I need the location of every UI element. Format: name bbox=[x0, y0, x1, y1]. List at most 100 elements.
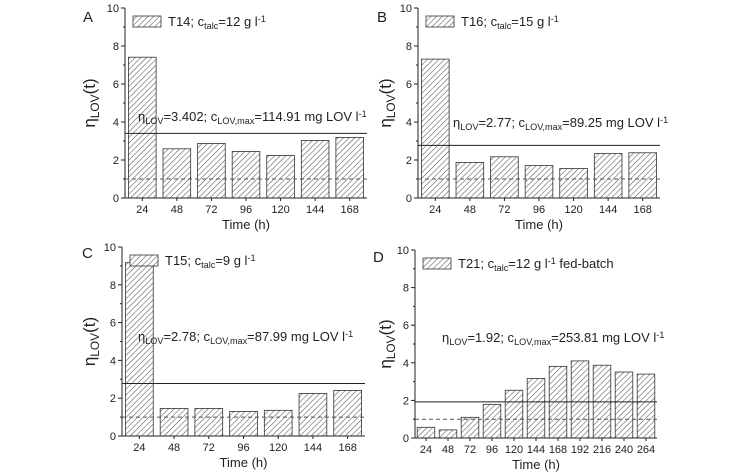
annotation-part: LOV,max bbox=[210, 336, 248, 346]
bar bbox=[194, 408, 224, 437]
annotation-part: -1 bbox=[660, 115, 668, 125]
annotation: ηLOV=2.78; cLOV,max=87.99 mg LOV l-1 bbox=[138, 329, 353, 346]
x-axis-label: Time (h) bbox=[222, 217, 270, 232]
x-tick-label: 168 bbox=[341, 204, 359, 216]
x-tick-label: 240 bbox=[615, 444, 633, 456]
bar bbox=[614, 371, 634, 439]
y-axis-label-part: (t) bbox=[376, 78, 395, 94]
x-tick-label: 96 bbox=[237, 442, 249, 454]
bar bbox=[421, 58, 450, 199]
x-tick-label: 144 bbox=[306, 204, 324, 216]
annotation-part: LOV bbox=[145, 116, 164, 126]
annotation-part: η bbox=[442, 330, 449, 345]
legend-swatch bbox=[129, 254, 159, 267]
legend-label-part: talc bbox=[204, 21, 219, 31]
y-tick-label: 2 bbox=[403, 395, 409, 407]
x-tick-label: 96 bbox=[533, 204, 545, 216]
annotation-part: =3.402; c bbox=[163, 109, 217, 124]
y-tick-label: 0 bbox=[406, 193, 412, 205]
annotation-part: =1.92; c bbox=[467, 330, 514, 345]
bar bbox=[524, 165, 554, 199]
legend-label-part: T16; c bbox=[461, 14, 498, 29]
annotation-part: =253.81 mg LOV l bbox=[551, 330, 656, 345]
y-tick-label: 10 bbox=[107, 3, 119, 15]
legend-label-part: fed-batch bbox=[556, 256, 614, 271]
legend-swatch bbox=[422, 257, 452, 270]
x-tick-label: 192 bbox=[571, 444, 589, 456]
bar bbox=[263, 409, 293, 437]
x-tick-label: 216 bbox=[593, 444, 611, 456]
annotation: ηLOV=1.92; cLOV,max=253.81 mg LOV l-1 bbox=[442, 330, 664, 347]
x-tick-label: 24 bbox=[133, 442, 145, 454]
x-tick-label: 264 bbox=[637, 444, 655, 456]
bar bbox=[300, 140, 330, 199]
legend-label-part: =12 g l bbox=[508, 256, 548, 271]
legend-label: T21; ctalc=12 g l-1 fed-batch bbox=[458, 256, 614, 273]
panel-letter: B bbox=[377, 9, 387, 26]
x-tick-label: 24 bbox=[420, 444, 432, 456]
annotation-part: LOV bbox=[460, 122, 479, 132]
annotation-part: LOV,max bbox=[217, 116, 255, 126]
bar bbox=[482, 403, 502, 439]
legend-label-part: T21; c bbox=[458, 256, 495, 271]
y-axis-label: ηLOV(t) bbox=[80, 317, 102, 366]
annotation-part: -1 bbox=[359, 109, 367, 119]
y-tick-label: 6 bbox=[110, 318, 116, 330]
y-tick-label: 6 bbox=[403, 320, 409, 332]
x-tick-label: 48 bbox=[168, 442, 180, 454]
y-axis-label-part: (t) bbox=[80, 78, 99, 94]
x-tick-label: 24 bbox=[136, 204, 148, 216]
y-tick-label: 6 bbox=[113, 79, 119, 91]
x-tick-label: 120 bbox=[564, 204, 582, 216]
y-tick-label: 0 bbox=[403, 433, 409, 445]
annotation-part: LOV,max bbox=[525, 122, 563, 132]
y-axis-label-part: LOV bbox=[384, 335, 398, 359]
y-axis-label-part: η bbox=[376, 118, 395, 127]
annotation-part: η bbox=[453, 115, 460, 130]
legend-label-part: -1 bbox=[551, 14, 559, 24]
legend-label-part: =15 g l bbox=[511, 14, 551, 29]
legend-label-part: talc bbox=[201, 260, 216, 270]
bar bbox=[335, 136, 364, 199]
legend-label-part: T15; c bbox=[165, 253, 202, 268]
bar bbox=[298, 393, 328, 437]
y-tick-label: 4 bbox=[403, 358, 409, 370]
annotation-part: -1 bbox=[656, 330, 664, 340]
x-tick-label: 96 bbox=[240, 204, 252, 216]
bar bbox=[559, 168, 588, 199]
x-tick-label: 144 bbox=[527, 444, 545, 456]
legend-label: T14; ctalc=12 g l-1 bbox=[168, 14, 266, 31]
y-tick-label: 4 bbox=[113, 117, 119, 129]
bar bbox=[128, 56, 157, 199]
bar bbox=[526, 378, 546, 439]
x-tick-label: 168 bbox=[634, 204, 652, 216]
x-tick-label: 144 bbox=[599, 204, 617, 216]
x-axis-label: Time (h) bbox=[512, 457, 560, 472]
bar bbox=[333, 390, 362, 437]
y-axis-label: ηLOV(t) bbox=[80, 78, 102, 127]
x-axis-label: Time (h) bbox=[515, 217, 563, 232]
y-axis-label-part: LOV bbox=[88, 94, 102, 118]
bar bbox=[460, 416, 480, 439]
y-tick-label: 2 bbox=[113, 155, 119, 167]
annotation-part: =114.91 mg LOV l bbox=[254, 109, 358, 124]
bar bbox=[416, 426, 436, 439]
panel-letter: A bbox=[83, 9, 93, 26]
bar bbox=[266, 155, 295, 199]
y-axis-label-part: (t) bbox=[80, 317, 99, 333]
y-axis-label-part: η bbox=[80, 118, 99, 127]
y-axis-label-part: η bbox=[80, 357, 99, 366]
y-axis-label-part: η bbox=[376, 359, 395, 368]
annotation-part: LOV,max bbox=[514, 337, 552, 347]
legend-label-part: =9 g l bbox=[215, 253, 247, 268]
bar bbox=[628, 152, 657, 199]
y-tick-label: 8 bbox=[113, 41, 119, 53]
x-tick-label: 72 bbox=[464, 444, 476, 456]
y-tick-label: 6 bbox=[406, 79, 412, 91]
legend-label-part: -1 bbox=[247, 253, 255, 263]
x-tick-label: 144 bbox=[304, 442, 322, 454]
legend-swatch bbox=[425, 15, 455, 28]
